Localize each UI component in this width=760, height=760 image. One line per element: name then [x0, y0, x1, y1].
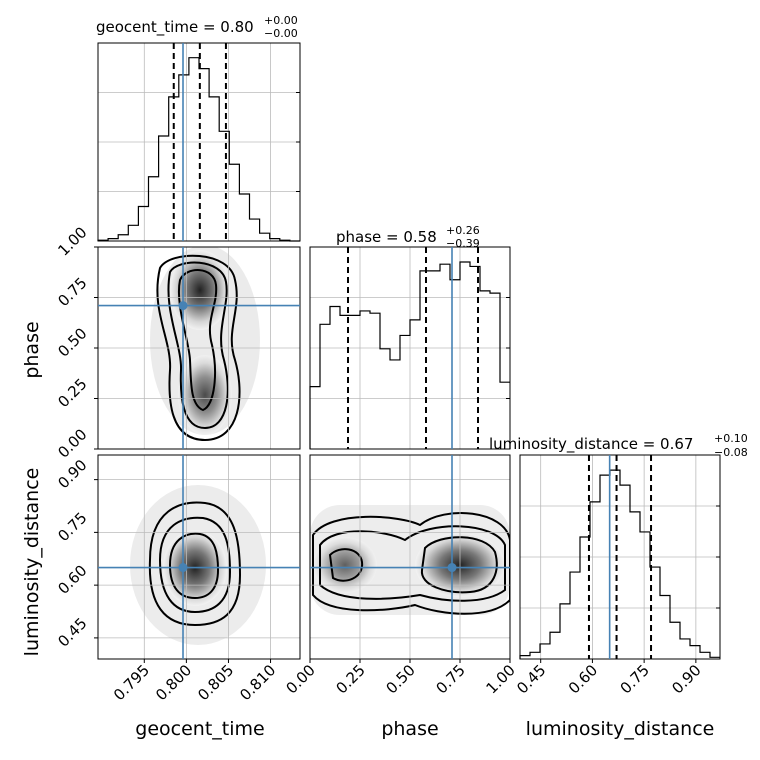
xtick-label: 0.00	[282, 661, 318, 697]
xtick-label: 0.25	[332, 661, 368, 697]
panel-frame	[97, 454, 301, 660]
ytick-label: 0.50	[54, 324, 90, 360]
title-geocent-time-plus: +0.00	[264, 14, 298, 27]
xlabel-phase: phase	[381, 718, 438, 740]
ytick-label: 1.00	[54, 223, 90, 259]
xlabel-luminosity-distance: luminosity_distance	[526, 718, 715, 740]
histogram-phase	[309, 261, 510, 449]
title-geocent-time-minus: −0.00	[264, 27, 298, 40]
truth-marker	[447, 563, 457, 573]
xtick-label: 1.00	[482, 661, 518, 697]
ytick-label: 0.00	[54, 425, 90, 461]
contour-inner	[328, 548, 364, 582]
density-core	[313, 537, 377, 593]
ytick-label: 0.90	[54, 456, 90, 492]
truth-marker	[178, 301, 188, 311]
title-luminosity-distance-minus: −0.08	[714, 446, 748, 459]
title-geocent-time: geocent_time = 0.80	[96, 18, 254, 37]
ytick-label: 0.75	[54, 509, 90, 545]
xtick-label: 0.50	[382, 661, 418, 697]
xtick-label: 0.805	[194, 661, 237, 704]
ylabel-luminosity-distance: luminosity_distance	[21, 468, 43, 657]
xlabel-geocent-time: geocent_time	[135, 718, 264, 740]
ytick-label: 0.60	[54, 561, 90, 597]
ytick-label: 0.25	[54, 375, 90, 411]
title-luminosity-distance-plus: +0.10	[714, 432, 748, 445]
xtick-label: 0.60	[565, 661, 601, 697]
xtick-label: 0.75	[617, 661, 653, 697]
xtick-label: 0.810	[236, 661, 279, 704]
xtick-label: 0.795	[110, 661, 153, 704]
contour-outer	[156, 254, 241, 442]
contour-outer	[148, 501, 242, 627]
xtick-label: 0.75	[432, 661, 468, 697]
histogram-luminosity_distance	[519, 469, 720, 659]
density-phase-vs-time	[150, 247, 260, 442]
title-phase: phase = 0.58	[336, 228, 437, 246]
ytick-label: 0.75	[54, 274, 90, 310]
title-phase-plus: +0.26	[446, 224, 480, 237]
truth-marker	[178, 563, 188, 573]
title-phase-minus: −0.39	[446, 237, 480, 250]
xtick-label: 0.90	[668, 661, 704, 697]
density-core	[170, 250, 230, 330]
xtick-label: 0.800	[152, 661, 195, 704]
xtick-label: 0.45	[513, 661, 549, 697]
title-luminosity-distance: luminosity_distance = 0.67	[489, 435, 693, 454]
ylabel-phase: phase	[21, 321, 43, 378]
contour-middle	[167, 261, 229, 430]
contour-middle	[158, 516, 232, 614]
contour-outer	[312, 512, 510, 615]
density-distance-vs-time	[130, 485, 266, 645]
ytick-label: 0.45	[54, 614, 90, 650]
contour-inner	[178, 269, 218, 412]
